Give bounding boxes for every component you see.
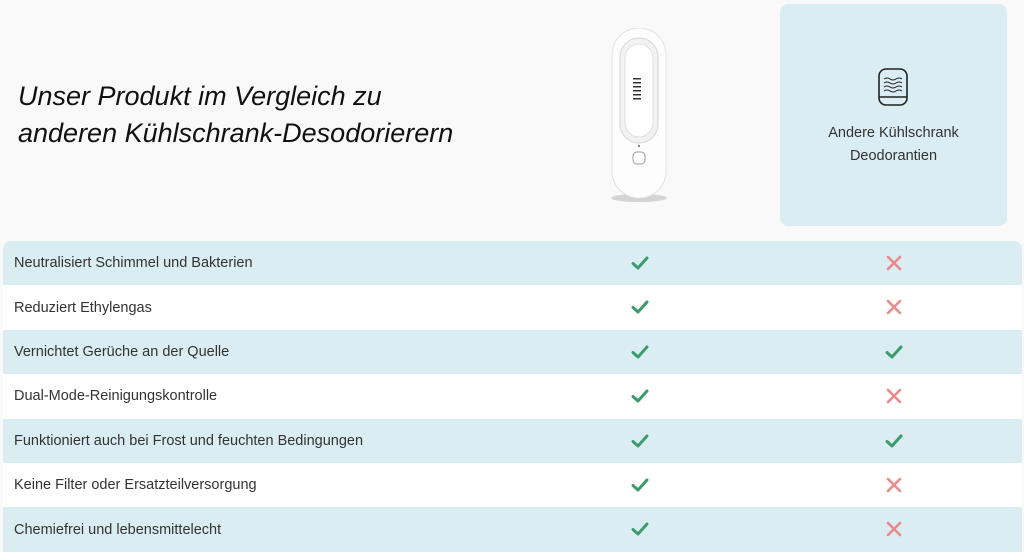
cross-icon bbox=[884, 475, 904, 495]
check-icon bbox=[630, 253, 650, 273]
other-deodorants-column-header: Andere Kühlschrank Deodorantien bbox=[780, 4, 1007, 226]
label-line-2: Deodorantien bbox=[849, 148, 938, 164]
check-icon bbox=[630, 386, 650, 406]
feature-label: Dual-Mode-Reinigungskontrolle bbox=[14, 388, 218, 405]
check-icon bbox=[630, 297, 650, 317]
label-line-1: Andere Kühlschrank bbox=[828, 125, 959, 141]
feature-label: Keine Filter oder Ersatzteilversorgung bbox=[14, 477, 257, 494]
check-icon bbox=[630, 519, 650, 539]
title-line-2: anderen Kühlschrank-Desodorierern bbox=[18, 118, 454, 148]
table-row: Vernichtet Gerüche an der Quelle bbox=[3, 329, 1022, 375]
check-icon bbox=[630, 431, 650, 451]
table-row: Reduziert Ethylengas bbox=[3, 285, 1022, 330]
check-icon bbox=[884, 431, 904, 451]
page-title: Unser Produkt im Vergleich zu anderen Kü… bbox=[18, 78, 453, 152]
cross-icon bbox=[884, 386, 904, 406]
cross-icon bbox=[884, 519, 904, 539]
title-line-1: Unser Produkt im Vergleich zu bbox=[18, 81, 382, 111]
cross-icon bbox=[884, 297, 904, 317]
cross-icon bbox=[884, 253, 904, 273]
check-icon bbox=[884, 342, 904, 362]
feature-label: Vernichtet Gerüche an der Quelle bbox=[14, 343, 230, 360]
table-row: Dual-Mode-Reinigungskontrolle bbox=[3, 374, 1022, 419]
other-column-label: Andere Kühlschrank Deodorantien bbox=[780, 122, 1007, 168]
table-row: Keine Filter oder Ersatzteilversorgung bbox=[3, 462, 1022, 508]
table-row: Chemiefrei und lebensmittelecht bbox=[3, 507, 1022, 552]
feature-label: Reduziert Ethylengas bbox=[14, 299, 152, 316]
feature-label: Neutralisiert Schimmel und Bakterien bbox=[14, 255, 253, 272]
comparison-table: Neutralisiert Schimmel und Bakterien Redu… bbox=[3, 241, 1022, 552]
table-row: Funktioniert auch bei Frost und feuchten… bbox=[3, 418, 1022, 463]
table-row: Neutralisiert Schimmel und Bakterien bbox=[3, 241, 1022, 286]
feature-label: Chemiefrei und lebensmittelecht bbox=[14, 521, 222, 538]
check-icon bbox=[630, 342, 650, 362]
feature-label: Funktioniert auch bei Frost und feuchten… bbox=[14, 432, 364, 449]
check-icon bbox=[630, 475, 650, 495]
filter-cartridge-icon bbox=[878, 68, 908, 106]
product-image bbox=[611, 28, 667, 202]
